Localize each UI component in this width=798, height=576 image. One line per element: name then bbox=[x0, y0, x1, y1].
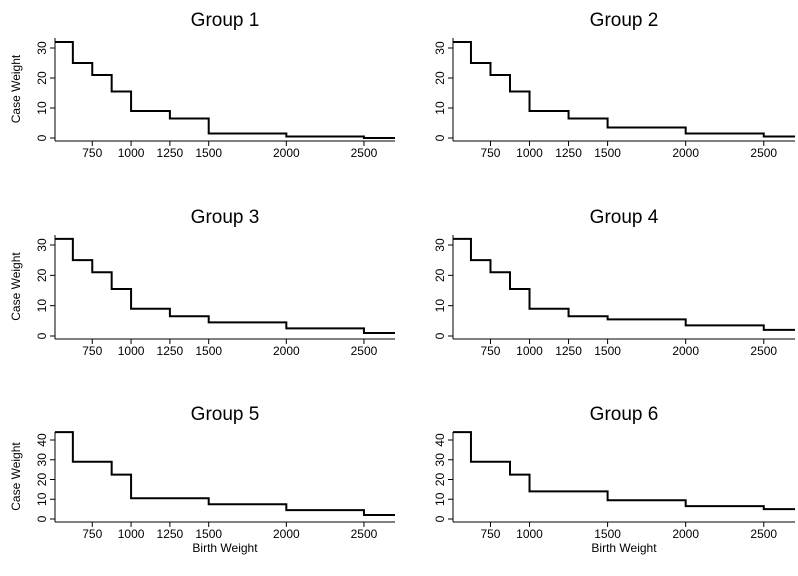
x-tick-label: 1000 bbox=[118, 146, 145, 160]
y-tick-label: 10 bbox=[35, 299, 49, 313]
x-tick-label: 2000 bbox=[273, 344, 300, 358]
y-tick-label: 0 bbox=[433, 332, 447, 339]
y-tick-label: 30 bbox=[433, 41, 447, 55]
chart-title: Group 1 bbox=[191, 10, 260, 31]
chart-panel-5: Group 5 750 1000 1250 1500 2000 2500 0 10 20 30 40 C… bbox=[9, 404, 395, 555]
x-tick-label: 2500 bbox=[351, 344, 378, 358]
y-tick-label: 0 bbox=[35, 332, 49, 339]
y-tick-label: 10 bbox=[433, 492, 447, 506]
y-tick-label: 10 bbox=[433, 299, 447, 313]
y-tick-label: 20 bbox=[35, 268, 49, 282]
step-series-line bbox=[55, 431, 395, 517]
x-tick-label: 2500 bbox=[750, 344, 777, 358]
chart-title: Group 4 bbox=[590, 207, 659, 228]
y-tick-label: 0 bbox=[35, 515, 49, 522]
y-tick-label: 10 bbox=[35, 492, 49, 506]
x-tick-label: 1250 bbox=[157, 344, 184, 358]
x-tick-label: 2500 bbox=[750, 146, 777, 160]
x-tick-label: 1250 bbox=[555, 146, 582, 160]
step-series-line bbox=[55, 237, 395, 334]
x-tick-label: 1500 bbox=[195, 344, 222, 358]
x-tick-label: 2500 bbox=[351, 146, 378, 160]
x-tick-label: 1000 bbox=[516, 527, 543, 541]
step-series-line bbox=[453, 237, 795, 331]
x-tick-label: 750 bbox=[480, 344, 500, 358]
x-tick-label: 750 bbox=[82, 344, 102, 358]
y-tick-label: 0 bbox=[35, 134, 49, 141]
y-tick-label: 10 bbox=[433, 101, 447, 115]
x-tick-label: 1250 bbox=[157, 146, 184, 160]
y-tick-label: 30 bbox=[35, 41, 49, 55]
x-tick-label: 2500 bbox=[750, 527, 777, 541]
chart-title: Group 6 bbox=[590, 404, 659, 425]
y-tick-label: 0 bbox=[433, 134, 447, 141]
chart-panel-6: Group 6 750 1000 1500 2000 2500 0 10 20 30 40 Birth… bbox=[433, 404, 795, 555]
y-tick-label: 30 bbox=[35, 238, 49, 252]
x-tick-label: 1250 bbox=[157, 527, 184, 541]
x-axis-label: Birth Weight bbox=[591, 541, 657, 555]
y-tick-label: 20 bbox=[35, 71, 49, 85]
x-tick-label: 1000 bbox=[516, 146, 543, 160]
step-series-line bbox=[55, 41, 395, 139]
x-tick-label: 750 bbox=[82, 527, 102, 541]
y-tick-label: 0 bbox=[433, 515, 447, 522]
y-tick-label: 20 bbox=[433, 473, 447, 487]
chart-title: Group 2 bbox=[590, 10, 659, 31]
chart-panel-1: Group 1 750 1000 1250 1500 2000 2500 0 10 20 30 Cas… bbox=[9, 10, 395, 160]
x-axis-label: Birth Weight bbox=[192, 541, 258, 555]
y-tick-label: 20 bbox=[433, 71, 447, 85]
y-axis-label: Case Weight bbox=[9, 252, 23, 321]
y-tick-label: 30 bbox=[433, 238, 447, 252]
x-tick-label: 2000 bbox=[672, 527, 699, 541]
y-tick-label: 40 bbox=[35, 433, 49, 447]
x-tick-label: 2000 bbox=[672, 146, 699, 160]
x-tick-label: 1250 bbox=[555, 344, 582, 358]
chart-title: Group 3 bbox=[191, 207, 260, 228]
x-tick-label: 2000 bbox=[672, 344, 699, 358]
x-tick-label: 1500 bbox=[195, 527, 222, 541]
x-tick-label: 750 bbox=[82, 146, 102, 160]
x-tick-label: 2000 bbox=[273, 146, 300, 160]
y-tick-label: 30 bbox=[35, 453, 49, 467]
x-tick-label: 1000 bbox=[516, 344, 543, 358]
chart-title: Group 5 bbox=[191, 404, 260, 425]
y-axis-label: Case Weight bbox=[9, 442, 23, 511]
step-series-line bbox=[453, 431, 795, 511]
chart-panel-2: Group 2 750 1000 1250 1500 2000 2500 0 10 20 30 bbox=[433, 10, 795, 160]
y-tick-label: 30 bbox=[433, 453, 447, 467]
x-tick-label: 1500 bbox=[594, 527, 621, 541]
x-tick-label: 1500 bbox=[195, 146, 222, 160]
chart-panel-4: Group 4 750 1000 1250 1500 2000 2500 0 10 20 30 bbox=[433, 207, 795, 358]
x-tick-label: 2000 bbox=[273, 527, 300, 541]
y-tick-label: 20 bbox=[433, 268, 447, 282]
x-tick-label: 1000 bbox=[118, 527, 145, 541]
step-series-line bbox=[453, 41, 795, 138]
y-axis-label: Case Weight bbox=[9, 54, 23, 123]
x-tick-label: 2500 bbox=[351, 527, 378, 541]
chart-panel-3: Group 3 750 1000 1250 1500 2000 2500 0 10 20 30 Cas… bbox=[9, 207, 395, 358]
x-tick-label: 1000 bbox=[118, 344, 145, 358]
x-tick-label: 750 bbox=[480, 146, 500, 160]
x-tick-label: 1500 bbox=[594, 146, 621, 160]
x-tick-label: 1500 bbox=[594, 344, 621, 358]
y-tick-label: 40 bbox=[433, 433, 447, 447]
x-tick-label: 750 bbox=[480, 527, 500, 541]
y-tick-label: 10 bbox=[35, 101, 49, 115]
y-tick-label: 20 bbox=[35, 473, 49, 487]
